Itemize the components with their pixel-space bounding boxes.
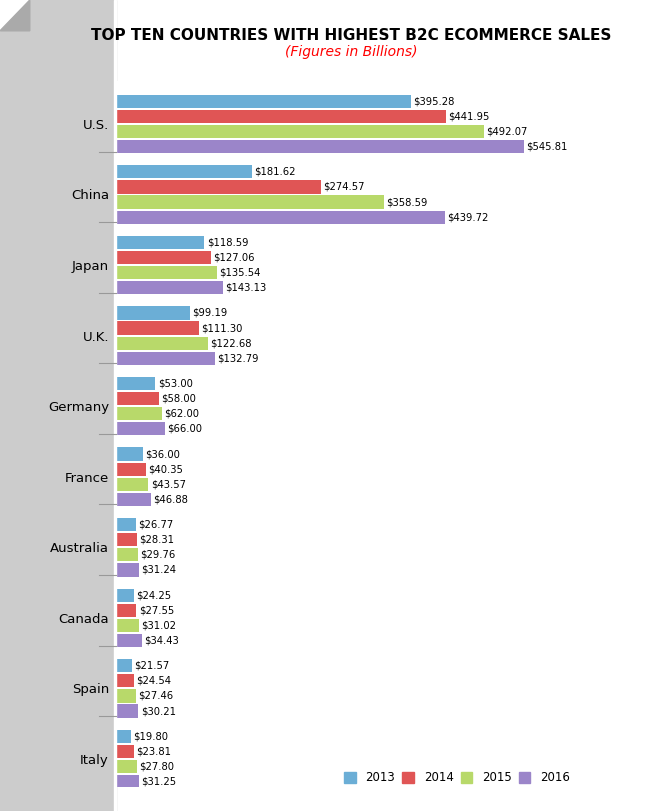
Bar: [116, 125, 484, 138]
Text: $132.79: $132.79: [217, 354, 259, 363]
Bar: [116, 589, 134, 602]
Text: $27.55: $27.55: [138, 605, 174, 616]
Bar: [116, 423, 166, 436]
Bar: [116, 518, 136, 531]
Bar: [116, 195, 384, 208]
Text: $274.57: $274.57: [323, 182, 365, 192]
Text: $111.30: $111.30: [201, 323, 243, 333]
Legend: 2013, 2014, 2015, 2016: 2013, 2014, 2015, 2016: [341, 768, 573, 787]
Text: $439.72: $439.72: [447, 212, 488, 222]
Bar: [116, 493, 151, 506]
Bar: [116, 760, 136, 773]
Bar: [116, 603, 136, 617]
Text: $441.95: $441.95: [448, 111, 490, 122]
Text: $358.59: $358.59: [386, 197, 428, 207]
Bar: [116, 165, 252, 178]
Text: $143.13: $143.13: [225, 283, 266, 293]
Text: $31.24: $31.24: [142, 565, 177, 575]
Bar: [116, 392, 159, 406]
Text: $24.25: $24.25: [136, 590, 171, 600]
Text: $27.46: $27.46: [138, 691, 173, 701]
Text: $66.00: $66.00: [167, 424, 203, 434]
Bar: [116, 634, 142, 647]
Text: $181.62: $181.62: [254, 167, 295, 177]
Text: TOP TEN COUNTRIES WITH HIGHEST B2C ECOMMERCE SALES: TOP TEN COUNTRIES WITH HIGHEST B2C ECOMM…: [91, 28, 611, 43]
Bar: [116, 109, 446, 123]
Bar: [116, 251, 211, 264]
Bar: [116, 211, 444, 224]
Text: $31.25: $31.25: [142, 777, 177, 787]
Bar: [116, 564, 139, 577]
Bar: [116, 337, 208, 350]
Text: $46.88: $46.88: [153, 495, 188, 504]
Text: $135.54: $135.54: [219, 268, 261, 277]
Text: $118.59: $118.59: [207, 238, 248, 247]
Text: $53.00: $53.00: [158, 379, 193, 388]
Bar: [116, 140, 524, 153]
Bar: [116, 619, 139, 632]
Text: $28.31: $28.31: [139, 534, 174, 545]
Bar: [116, 377, 156, 390]
Bar: [116, 321, 199, 335]
Text: $30.21: $30.21: [140, 706, 175, 716]
Text: $545.81: $545.81: [526, 142, 567, 152]
Bar: [116, 448, 143, 461]
Text: $21.57: $21.57: [134, 661, 169, 671]
Bar: [116, 281, 223, 294]
Text: $127.06: $127.06: [213, 252, 255, 263]
Text: $395.28: $395.28: [414, 97, 455, 106]
Bar: [116, 775, 139, 788]
Bar: [116, 180, 321, 194]
Bar: [116, 462, 146, 476]
Text: $19.80: $19.80: [133, 732, 168, 741]
Text: $23.81: $23.81: [136, 746, 171, 757]
Bar: [116, 266, 217, 279]
Text: $24.54: $24.54: [136, 676, 171, 686]
Bar: [116, 307, 190, 320]
Text: $26.77: $26.77: [138, 520, 173, 530]
Bar: [116, 533, 137, 547]
Text: $58.00: $58.00: [162, 393, 197, 404]
Text: $34.43: $34.43: [144, 636, 179, 646]
Bar: [116, 407, 162, 420]
Text: $62.00: $62.00: [164, 409, 199, 418]
Text: (Figures in Billions): (Figures in Billions): [285, 45, 417, 58]
Bar: [116, 744, 134, 758]
Text: $31.02: $31.02: [141, 620, 176, 630]
Text: $27.80: $27.80: [139, 762, 174, 771]
Bar: [116, 478, 148, 491]
Text: $40.35: $40.35: [148, 464, 183, 474]
Text: $29.76: $29.76: [140, 550, 175, 560]
Bar: [116, 730, 130, 743]
Text: $99.19: $99.19: [192, 308, 228, 318]
Text: $36.00: $36.00: [145, 449, 180, 459]
Bar: [116, 689, 136, 702]
Bar: [116, 659, 132, 672]
Bar: [116, 548, 138, 561]
Text: $122.68: $122.68: [210, 338, 252, 348]
Text: $43.57: $43.57: [151, 479, 185, 489]
Bar: [116, 674, 134, 688]
Bar: [116, 95, 411, 108]
Bar: [116, 352, 215, 365]
Bar: [116, 705, 138, 718]
Bar: [116, 236, 205, 249]
Text: $492.07: $492.07: [486, 127, 527, 136]
